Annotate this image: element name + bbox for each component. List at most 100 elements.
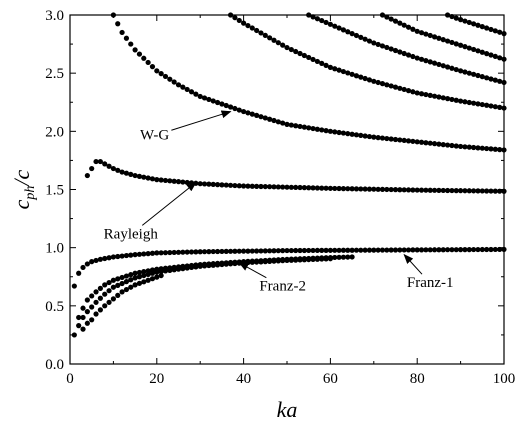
data-point [332,247,338,253]
data-point [102,291,108,297]
data-point [184,86,190,93]
data-point [458,143,464,150]
data-point [258,183,264,190]
annotation-w-g: W-G [140,110,232,143]
data-point [492,188,498,194]
data-point [249,259,255,265]
data-point [262,248,268,254]
data-point [245,110,251,116]
data-point [175,82,182,88]
data-point [479,246,485,253]
data-point [97,307,103,313]
data-point [241,108,247,115]
data-point [214,99,221,106]
data-point [201,263,208,269]
data-point [175,249,182,255]
data-point [310,247,316,254]
annotation-label: W-G [140,127,169,143]
data-point [314,16,320,22]
data-point [405,88,412,94]
data-point [236,183,242,189]
data-point [128,272,134,278]
data-point [418,247,425,253]
data-point [149,276,156,282]
data-point [171,249,177,256]
data-point [158,272,164,279]
series-mode [306,12,507,86]
data-point [353,247,360,253]
data-point [336,67,342,73]
data-point [214,248,221,255]
data-point [119,280,125,287]
data-point [293,257,299,263]
data-point [249,248,255,254]
data-point [314,256,320,262]
data-point [471,246,477,253]
data-point [440,37,446,43]
data-point [453,247,459,253]
data-point [201,181,208,187]
data-point [484,75,490,81]
data-point [180,84,186,90]
data-point [379,135,386,141]
data-point [444,96,451,102]
data-point [180,179,186,185]
data-point [132,47,138,53]
data-point [154,177,160,183]
data-point [136,51,143,57]
data-point [362,186,368,192]
data-point [193,91,199,97]
data-point [193,249,199,255]
annotations: W-G Rayleigh Franz-2 Franz-1 [104,110,454,295]
data-point [158,250,164,256]
data-point [80,305,86,311]
data-point [466,19,472,26]
data-point [444,38,451,44]
data-point [115,282,121,288]
data-point [414,247,420,253]
data-point [280,42,286,48]
data-point [254,248,260,254]
data-point [444,247,451,253]
data-point [319,17,325,24]
data-point [479,49,485,55]
data-point [388,247,394,253]
data-point [97,256,103,262]
data-point [475,145,481,151]
data-point [84,320,90,326]
data-point [345,247,351,253]
data-point [358,74,364,80]
data-point [418,187,425,193]
data-point [267,258,273,264]
data-point [284,247,290,254]
y-axis-label: cph/c [9,169,38,209]
data-point [384,247,390,253]
data-point [119,274,125,281]
data-point [141,55,147,61]
series-mode [80,272,164,332]
data-point [340,27,347,33]
data-point [188,264,195,271]
data-point [462,247,468,253]
data-point [232,248,238,254]
data-point [366,38,373,44]
data-point [162,177,169,184]
data-point [323,128,329,134]
data-point [314,58,320,65]
data-point [358,132,364,139]
data-point [206,262,212,269]
data-point [197,181,203,187]
data-point [453,143,459,149]
data-point [271,37,277,43]
data-point [236,17,242,24]
data-point [314,247,320,254]
data-point [436,247,442,253]
data-point [401,22,407,28]
data-point [71,332,77,338]
data-point [423,91,429,98]
data-point [371,78,377,84]
data-point [110,254,116,260]
data-point [84,261,90,267]
data-point [97,285,103,291]
data-point [462,69,468,75]
